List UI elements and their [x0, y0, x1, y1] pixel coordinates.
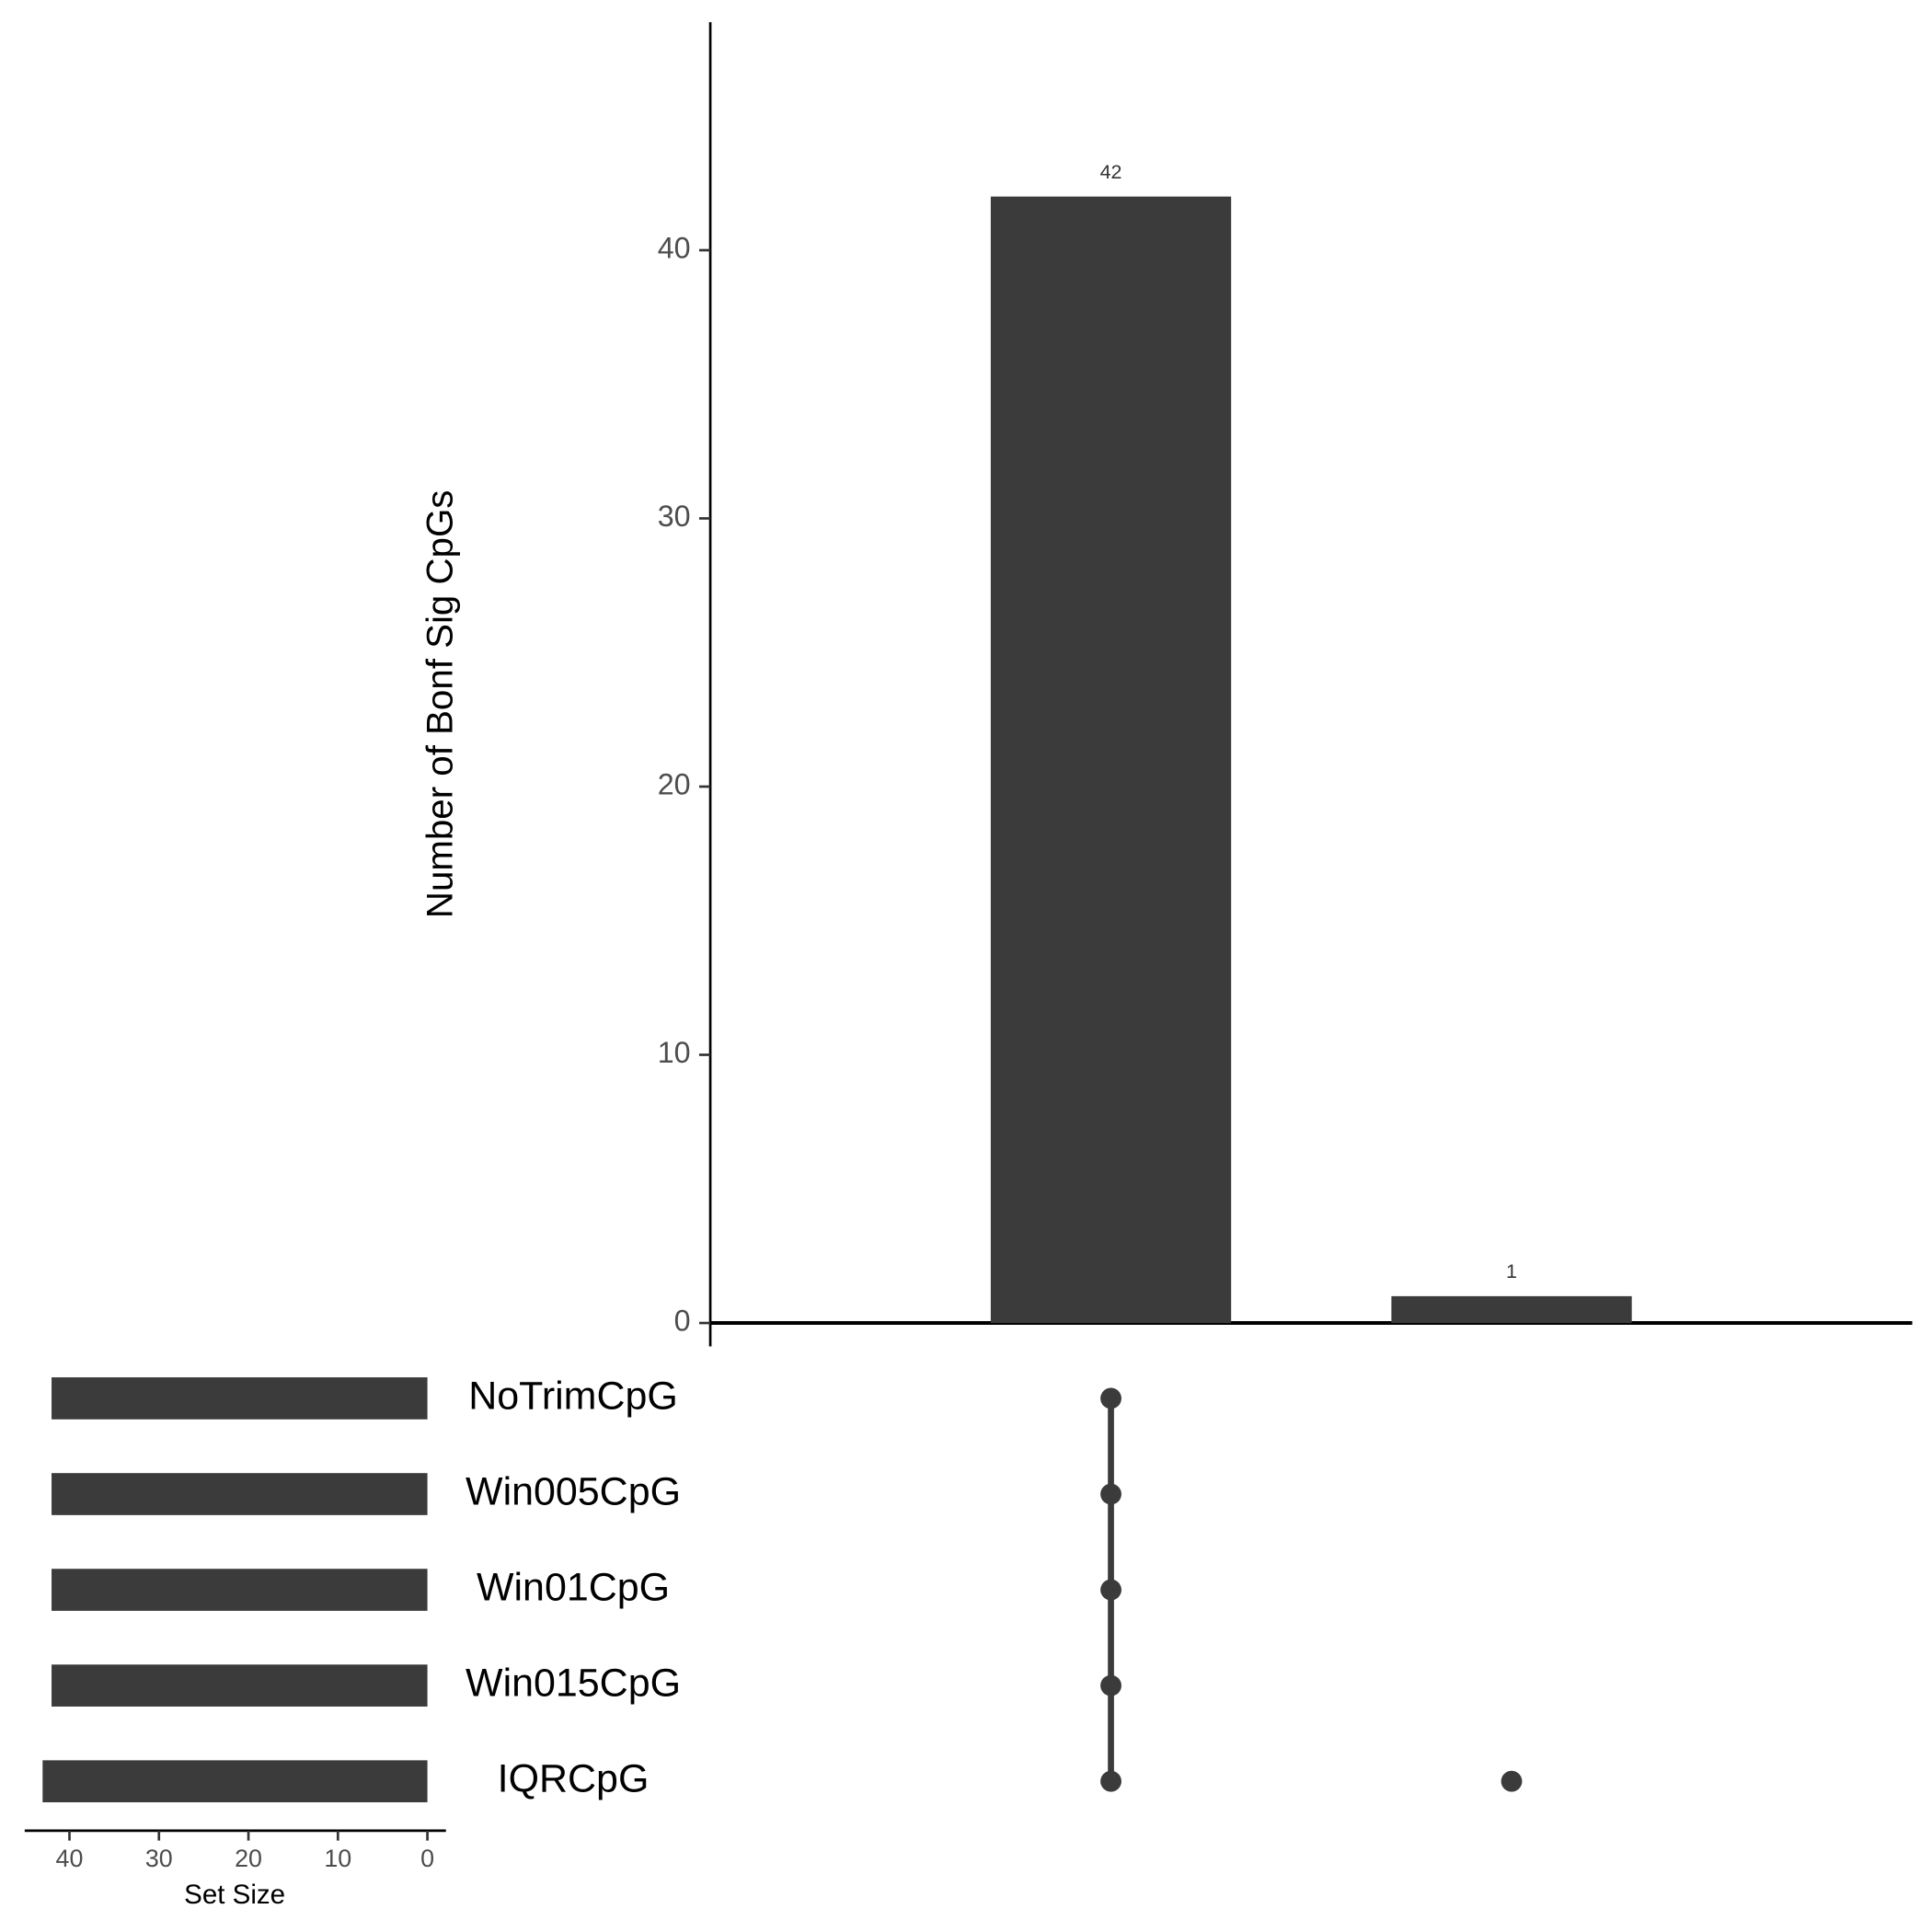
- set-size-bar: [52, 1377, 428, 1420]
- bar: [990, 196, 1232, 1324]
- set-name: Win015CpG: [466, 1661, 681, 1705]
- matrix-dot: [1100, 1387, 1121, 1409]
- set-size-bar: [52, 1569, 428, 1611]
- data-label: 42: [1100, 161, 1122, 183]
- set-size-tick-label: 30: [145, 1845, 173, 1872]
- matrix-dot: [1100, 1483, 1121, 1505]
- y-tick-label: 0: [674, 1305, 691, 1338]
- y-tick-label: 20: [658, 768, 691, 801]
- set-size-tick-label: 10: [324, 1845, 351, 1872]
- y-tick-label: 10: [658, 1036, 691, 1069]
- data-label: 1: [1506, 1260, 1517, 1282]
- matrix-dot: [1100, 1579, 1121, 1601]
- set-size-bar: [42, 1760, 428, 1803]
- matrix-dot: [1100, 1770, 1121, 1792]
- y-axis-title: Number of Bonf Sig CpGs: [419, 490, 460, 919]
- set-name: Win01CpG: [477, 1565, 670, 1609]
- set-size-bar: [52, 1664, 428, 1707]
- set-size-tick-label: 40: [56, 1845, 84, 1872]
- matrix-dot: [1501, 1770, 1523, 1792]
- set-size-tick-label: 20: [235, 1845, 262, 1872]
- set-size-bar: [52, 1473, 428, 1515]
- y-tick-label: 40: [658, 231, 691, 264]
- set-name: NoTrimCpG: [468, 1374, 678, 1418]
- bar: [1391, 1295, 1632, 1324]
- matrix-dot: [1100, 1674, 1121, 1696]
- set-size-tick-label: 0: [420, 1845, 434, 1872]
- y-tick-label: 30: [658, 500, 691, 533]
- set-name: IQRCpG: [498, 1757, 650, 1801]
- set-size-title: Set Size: [184, 1880, 285, 1910]
- set-name: Win005CpG: [466, 1469, 681, 1513]
